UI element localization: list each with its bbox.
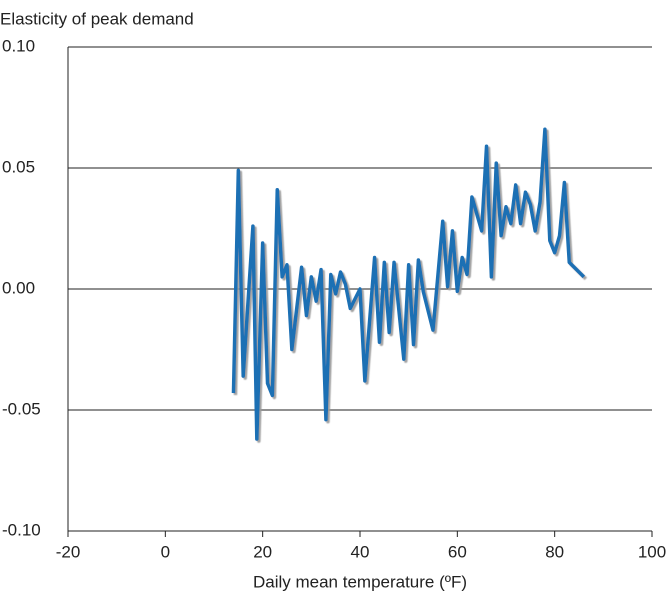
x-tick-label: -20: [56, 542, 81, 561]
x-tick-label: 40: [351, 542, 370, 561]
data-line: [231, 127, 586, 441]
x-tick-label: 60: [448, 542, 467, 561]
y-tick-label: 0.05: [2, 157, 35, 176]
x-tick-label: 0: [161, 542, 170, 561]
y-tick-label: -0.05: [2, 399, 41, 418]
y-tick-label: -0.10: [2, 520, 41, 539]
y-tick-label: 0.10: [2, 36, 35, 55]
x-tick-label: 80: [545, 542, 564, 561]
x-tick-label: 100: [638, 542, 666, 561]
x-axis-title: Daily mean temperature (ºF): [253, 572, 467, 591]
y-tick-label: 0.00: [2, 278, 35, 297]
y-axis-title: Elasticity of peak demand: [0, 9, 194, 28]
x-tick-label: 20: [253, 542, 272, 561]
